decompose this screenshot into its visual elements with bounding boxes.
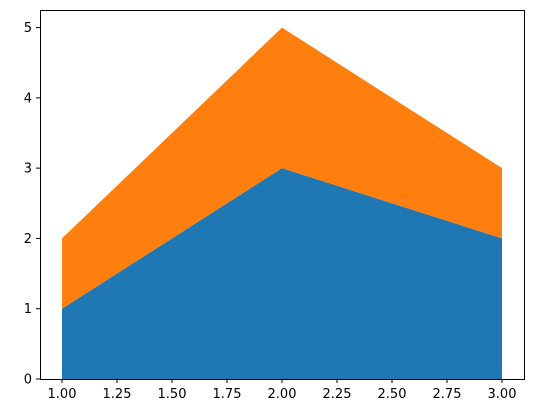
- y-tick-label: 4: [24, 91, 32, 106]
- x-axis: 1.00 1.25 1.50 1.75 2.00 2.25 2.50 2.75 3.00: [48, 379, 517, 402]
- y-axis: 0 1 2 3 4 5: [24, 21, 41, 388]
- x-tick-label: 1.25: [103, 387, 132, 402]
- plot-frame: [40, 10, 525, 380]
- x-tick-label: 2.25: [323, 387, 352, 402]
- area-series-group: [62, 27, 502, 379]
- y-tick-label: 0: [24, 373, 32, 388]
- y-tick-label: 5: [24, 21, 32, 36]
- x-tick-label: 2.00: [268, 387, 297, 402]
- area-series-2: [62, 27, 502, 309]
- area-series-1: [62, 168, 502, 379]
- x-tick-label: 1.00: [48, 387, 77, 402]
- x-tick-label: 1.75: [213, 387, 242, 402]
- x-tick-label: 2.50: [378, 387, 407, 402]
- x-tick-label: 3.00: [488, 387, 517, 402]
- x-tick-label: 2.75: [433, 387, 462, 402]
- x-tick-label: 1.50: [158, 387, 187, 402]
- y-tick-label: 1: [24, 302, 32, 317]
- y-tick-label: 2: [24, 232, 32, 247]
- y-tick-label: 3: [24, 162, 32, 177]
